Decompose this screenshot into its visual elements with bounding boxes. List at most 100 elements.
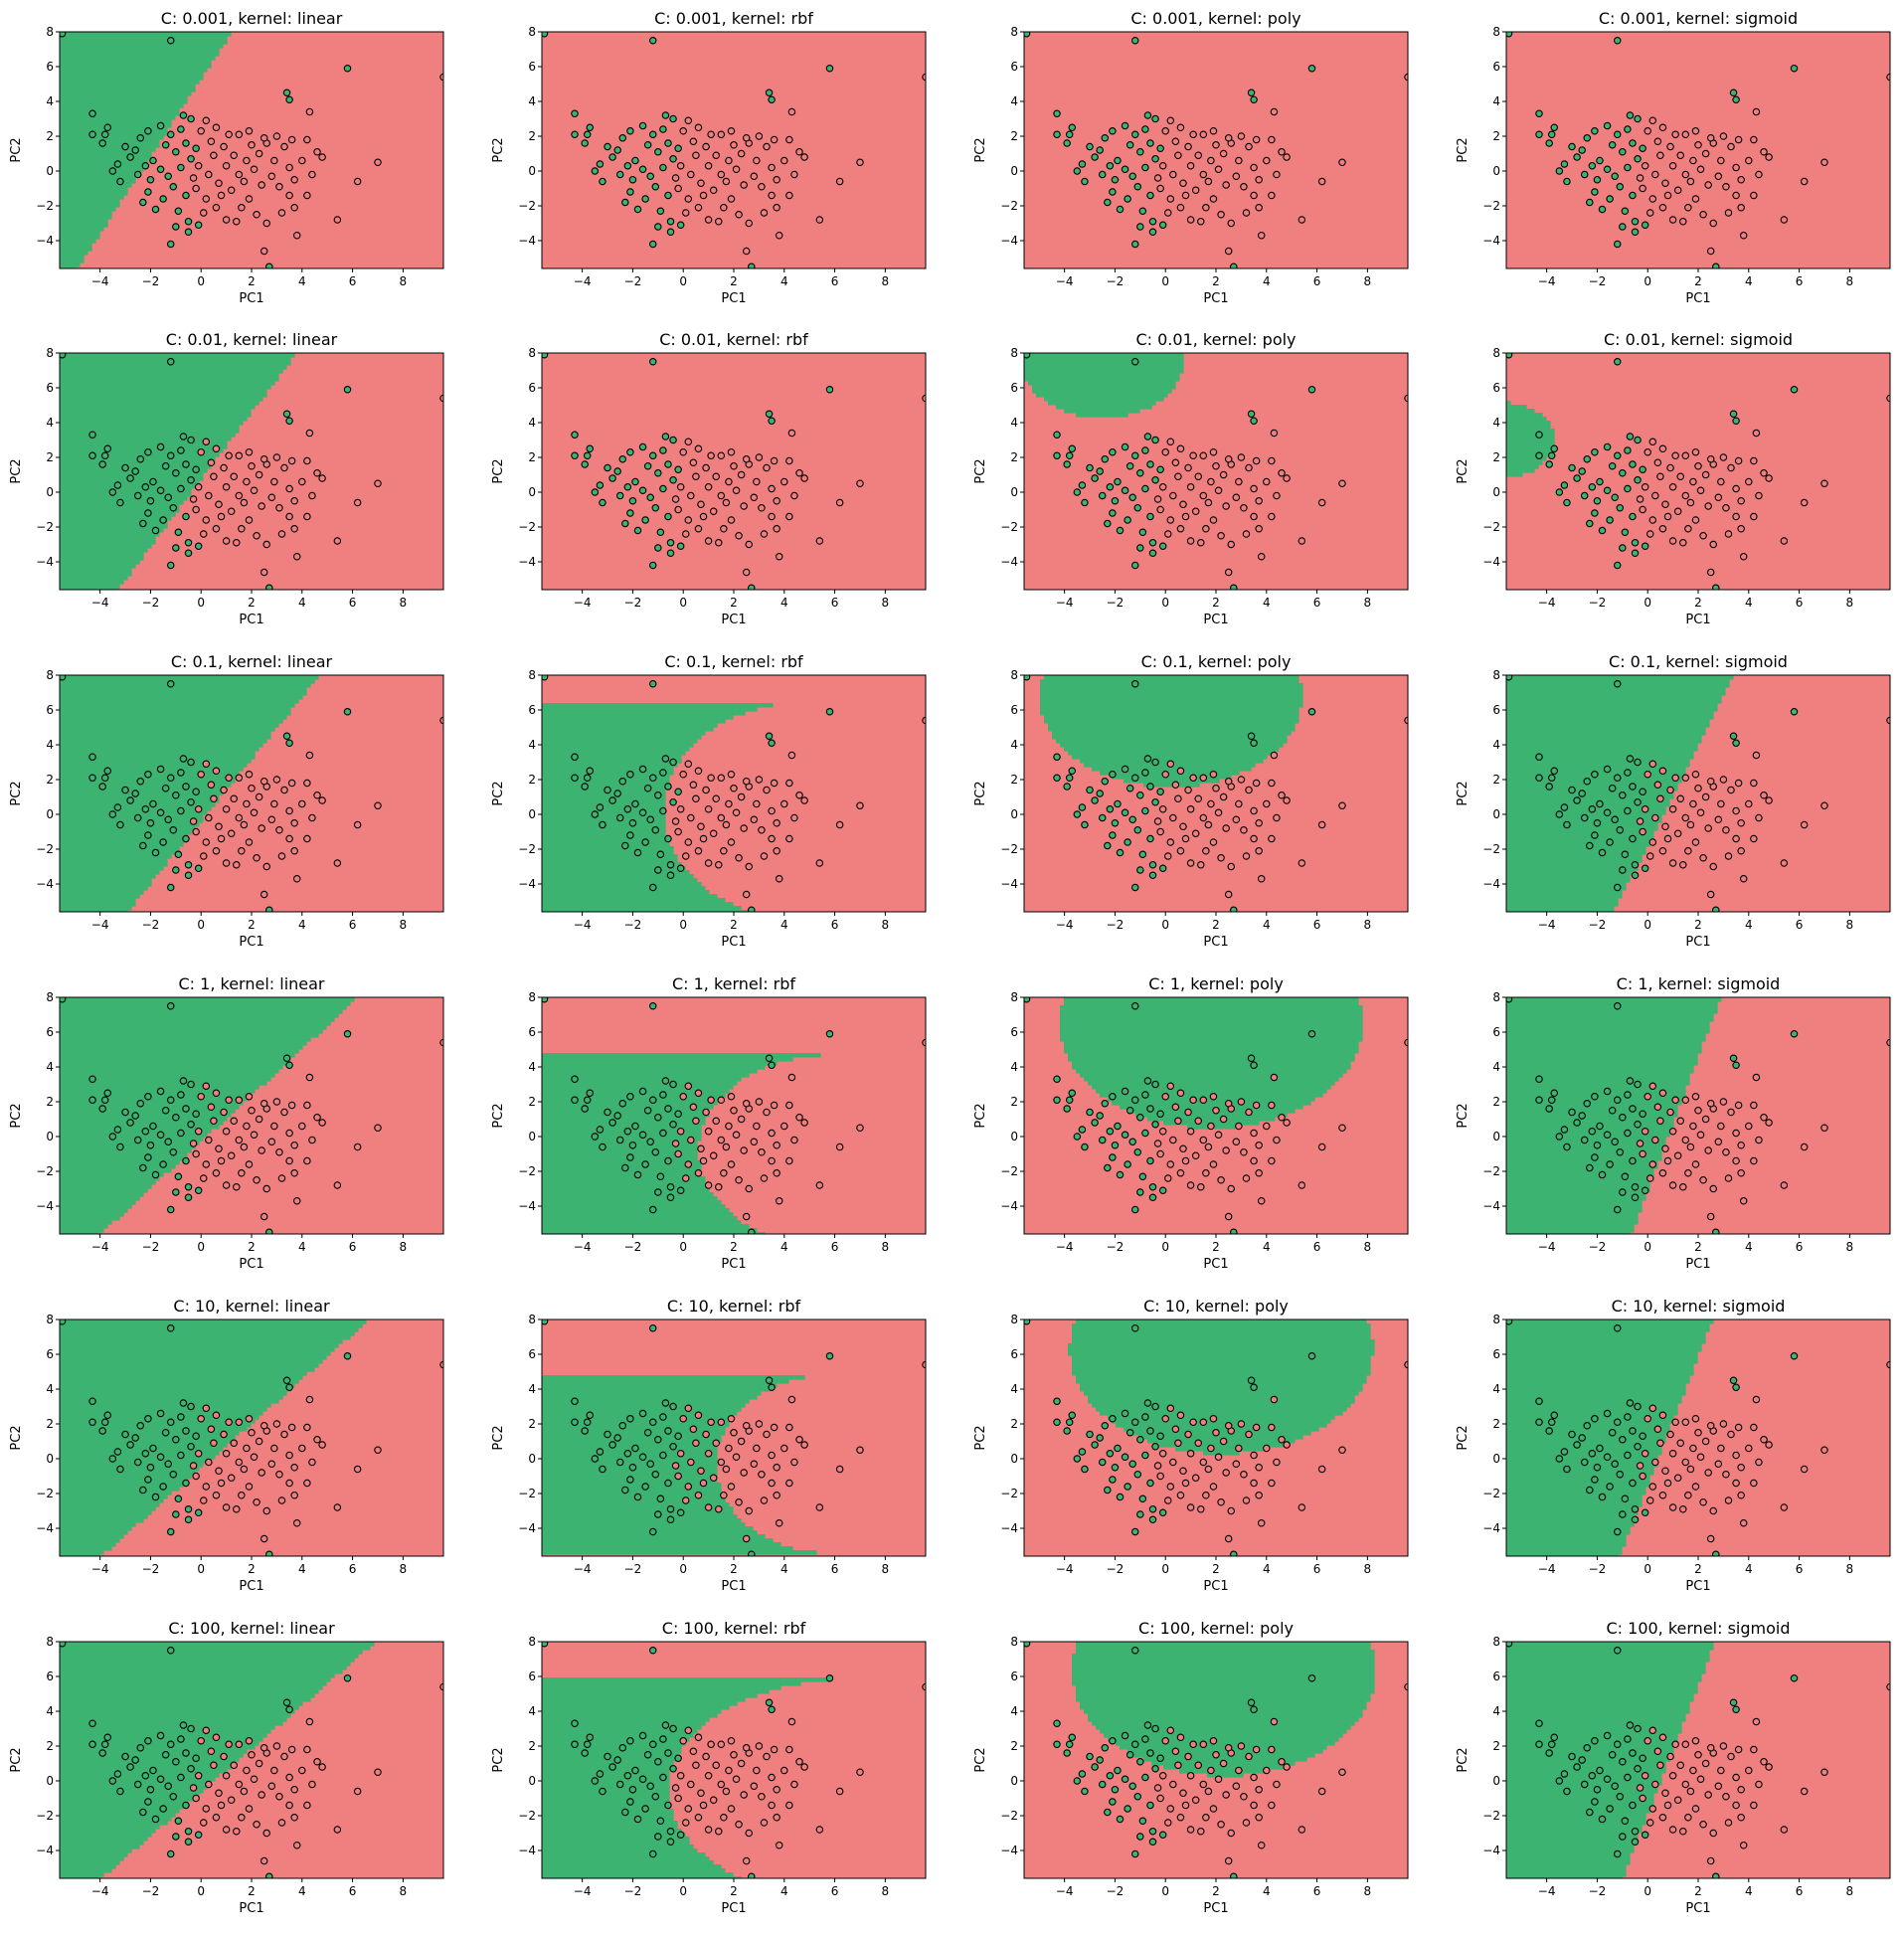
- y-tick-label: −4: [1482, 1521, 1500, 1535]
- data-point: [770, 1423, 779, 1432]
- region-cell: [60, 1141, 200, 1145]
- data-point: [343, 65, 352, 73]
- data-point: [1214, 808, 1223, 816]
- data-point: [1613, 1205, 1622, 1214]
- region-class-1: [1072, 1642, 1375, 1778]
- data-point: [253, 1498, 260, 1506]
- data-point: [1222, 1469, 1230, 1477]
- region-cell: [1100, 1729, 1347, 1734]
- data-point: [1138, 1172, 1147, 1181]
- data-point: [742, 1744, 751, 1752]
- y-tick-label: 8: [528, 346, 536, 360]
- data-point: [613, 1112, 621, 1120]
- region-cell: [542, 1196, 718, 1201]
- region-cell: [60, 1447, 224, 1452]
- data-point: [272, 1098, 281, 1106]
- data-point: [835, 1787, 844, 1796]
- y-tick-label: −4: [1482, 234, 1500, 248]
- data-point: [768, 1479, 776, 1488]
- region-cell: [60, 1105, 240, 1110]
- data-point: [687, 170, 695, 179]
- region-cell: [60, 1101, 244, 1106]
- region-cell: [1506, 1713, 1686, 1718]
- data-point: [1404, 394, 1408, 403]
- region-cell: [60, 1471, 196, 1476]
- region-cell: [1072, 1327, 1371, 1332]
- data-point: [648, 1096, 657, 1105]
- data-point: [704, 1450, 713, 1458]
- data-point: [651, 183, 660, 191]
- region-cell: [60, 1224, 108, 1229]
- region-cell: [542, 1506, 734, 1511]
- data-point: [260, 1212, 268, 1221]
- data-point: [787, 107, 796, 116]
- y-axis-label: PC2: [491, 1425, 506, 1450]
- region-cell: [60, 373, 279, 378]
- region-cell: [60, 1860, 120, 1865]
- region-cell: [1506, 1121, 1674, 1126]
- region-cell: [1076, 1689, 1375, 1694]
- region-cell: [60, 1757, 240, 1762]
- data-point: [1232, 493, 1241, 501]
- data-point: [1184, 1752, 1192, 1761]
- data-point: [179, 1399, 188, 1407]
- x-tick-label: 2: [248, 1884, 256, 1898]
- data-point: [313, 1114, 321, 1122]
- y-tick-label: −2: [518, 1809, 536, 1823]
- data-point: [815, 859, 824, 867]
- region-cell: [542, 715, 734, 720]
- y-tick-label: −2: [1000, 1487, 1018, 1500]
- data-point: [230, 472, 238, 480]
- data-point: [1181, 512, 1190, 521]
- data-point: [1619, 544, 1627, 552]
- data-point: [758, 183, 766, 191]
- data-point: [255, 470, 263, 479]
- region-cell: [1040, 695, 1303, 700]
- data-point: [684, 1404, 693, 1413]
- data-point: [1096, 1112, 1104, 1120]
- data-point: [1148, 538, 1157, 547]
- region-cell: [1506, 1176, 1654, 1181]
- data-point: [1138, 850, 1147, 858]
- data-point: [1545, 1105, 1553, 1113]
- region-cell: [60, 1785, 208, 1790]
- region-cell: [60, 1769, 228, 1774]
- data-point: [666, 538, 675, 547]
- data-point: [687, 1458, 695, 1467]
- data-point: [1790, 1674, 1799, 1682]
- data-point: [623, 804, 632, 813]
- data-point: [166, 1647, 175, 1655]
- data-point: [1227, 1829, 1235, 1838]
- y-tick-label: −4: [518, 1844, 536, 1857]
- subplot-title: C: 10, kernel: sigmoid: [1612, 1297, 1786, 1316]
- data-point: [542, 997, 549, 1003]
- data-point: [699, 191, 708, 200]
- data-point: [1621, 207, 1630, 216]
- region-cell: [60, 520, 168, 525]
- region-cell: [542, 1156, 698, 1161]
- region-cell: [1506, 1005, 1718, 1010]
- y-axis-label: PC2: [491, 458, 506, 483]
- region-cell: [542, 1805, 670, 1810]
- data-point: [1616, 1471, 1625, 1479]
- region-cell: [542, 1387, 770, 1392]
- region-cell: [60, 147, 156, 152]
- data-point: [773, 524, 780, 533]
- y-tick-label: 0: [1010, 807, 1018, 821]
- data-point: [671, 174, 680, 182]
- data-point: [1125, 1751, 1134, 1759]
- data-point: [1106, 1772, 1115, 1780]
- x-tick-label: −4: [91, 596, 109, 610]
- data-point: [1596, 1444, 1604, 1453]
- region-cell: [1506, 906, 1615, 911]
- data-point: [1648, 1404, 1657, 1413]
- region-cell: [60, 1793, 200, 1798]
- x-tick-label: 0: [197, 274, 205, 288]
- data-point: [1114, 156, 1122, 165]
- y-tick-label: 8: [46, 990, 54, 1004]
- data-point: [1283, 1441, 1291, 1449]
- y-tick-label: 2: [528, 129, 536, 143]
- data-point: [1224, 568, 1233, 577]
- region-cell: [60, 135, 164, 140]
- data-point: [712, 794, 720, 802]
